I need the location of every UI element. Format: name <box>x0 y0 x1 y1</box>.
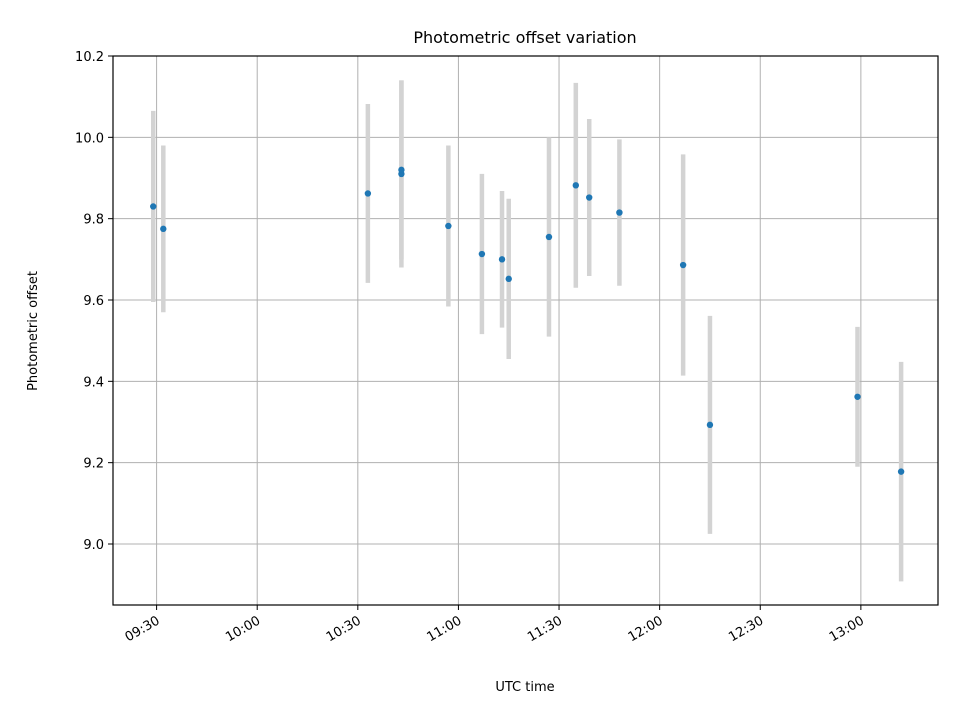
data-point <box>679 261 687 269</box>
x-tick-label: 12:30 <box>726 613 766 645</box>
data-point <box>586 194 593 201</box>
data-points <box>150 166 905 475</box>
x-tick-label: 11:00 <box>424 613 464 645</box>
y-tick-label: 10.2 <box>75 50 104 65</box>
y-tick-label: 9.6 <box>83 294 104 309</box>
data-point <box>150 203 157 210</box>
data-point <box>572 182 580 189</box>
y-tick-label: 9.0 <box>83 538 104 553</box>
data-point <box>398 166 405 174</box>
y-tick-label: 9.8 <box>83 213 104 228</box>
x-tick-label: 13:00 <box>827 613 867 645</box>
data-point <box>706 421 714 429</box>
y-tick-label: 10.0 <box>75 131 104 146</box>
y-tick-label: 9.2 <box>83 457 104 472</box>
x-axis-label: UTC time <box>495 680 554 695</box>
y-axis-ticks: 9.0 9.2 9.4 9.6 9.8 10.0 10.2 <box>75 50 113 553</box>
y-axis-label: Photometric offset <box>26 271 41 391</box>
data-point <box>445 222 452 230</box>
error-bars <box>150 80 904 582</box>
data-point <box>364 190 372 197</box>
x-tick-label: 10:00 <box>223 613 263 645</box>
plot-frame <box>112 55 939 606</box>
data-point <box>854 393 861 400</box>
x-tick-label: 09:30 <box>123 613 163 645</box>
x-axis-ticks: 09:30 10:00 10:30 11:00 11:30 12:00 12:30 13:00 <box>123 605 867 645</box>
x-tick-label: 11:30 <box>525 613 565 645</box>
data-point <box>616 209 623 216</box>
x-tick-label: 12:00 <box>626 613 666 645</box>
data-point <box>505 275 512 283</box>
data-point <box>545 233 553 241</box>
grid <box>113 55 938 605</box>
chart-title: Photometric offset variation <box>413 28 636 47</box>
data-point <box>897 468 905 475</box>
x-tick-label: 10:30 <box>324 613 364 645</box>
data-point <box>498 256 506 263</box>
data-point <box>160 225 167 233</box>
y-tick-label: 9.4 <box>83 375 104 390</box>
data-point <box>478 250 486 258</box>
